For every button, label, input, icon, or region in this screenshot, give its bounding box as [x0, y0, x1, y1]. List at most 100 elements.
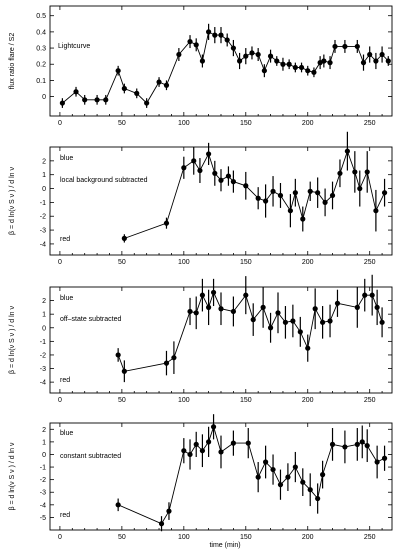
data-point — [206, 304, 212, 310]
data-point — [163, 220, 170, 226]
data-point — [163, 82, 170, 88]
data-point — [275, 310, 281, 316]
data-point — [171, 355, 177, 361]
data-point — [332, 43, 338, 50]
y-tick-label: 0.4 — [36, 29, 46, 36]
data-point — [230, 440, 236, 446]
data-point — [315, 495, 321, 502]
series-line — [124, 149, 386, 239]
data-point — [261, 68, 267, 74]
data-point — [307, 487, 313, 493]
data-point — [115, 68, 121, 74]
data-point — [270, 466, 276, 473]
y-axis-label: β = d ln(ν S ν ) / d ln ν — [9, 166, 16, 235]
data-point — [218, 449, 224, 455]
constant-subtracted-panel: 0 50 100 150 200 250 -5 -4 -3 -2 -1 0 1 2 β = d ln(ν S… — [9, 414, 393, 541]
y-tick-label: -4 — [40, 241, 46, 248]
data-point — [243, 183, 249, 189]
data-point — [249, 50, 255, 56]
data-point — [193, 441, 199, 447]
data-point — [282, 319, 289, 325]
data-point — [181, 448, 187, 454]
data-point — [298, 64, 305, 71]
y-tick-label: 1 — [42, 312, 46, 319]
data-point — [197, 167, 203, 174]
x-tick-label: 0 — [58, 397, 62, 404]
data-point — [230, 308, 236, 315]
data-point — [354, 304, 360, 310]
data-point — [342, 43, 348, 50]
y-axis-label: β = d ln(ν S ν ) / d ln ν — [9, 305, 16, 374]
data-point — [320, 472, 326, 478]
data-point — [327, 60, 333, 66]
x-axis-label: time (min) — [209, 542, 240, 549]
data-point — [255, 195, 261, 201]
data-point — [381, 190, 388, 196]
data-point — [267, 53, 274, 59]
y-tick-label: -1 — [40, 465, 46, 472]
y-tick-label: 2 — [42, 427, 46, 434]
data-point — [364, 443, 370, 449]
y-tick-label: -1 — [40, 200, 46, 207]
data-point — [360, 60, 367, 66]
data-point — [59, 100, 65, 106]
data-point — [277, 192, 284, 199]
x-tick-label: 50 — [118, 534, 126, 541]
data-point — [230, 179, 236, 185]
data-point — [163, 360, 170, 366]
data-point — [292, 190, 298, 196]
data-point — [374, 304, 380, 310]
data-point — [73, 89, 79, 95]
y-tick-label: -2 — [40, 477, 46, 484]
y-tick-label: 0 — [42, 186, 46, 193]
x-tick-label: 250 — [364, 259, 376, 266]
data-point — [243, 292, 249, 298]
data-point — [359, 439, 365, 445]
data-point — [199, 58, 206, 64]
data-point — [327, 318, 333, 324]
data-point — [367, 51, 373, 58]
x-tick-label: 200 — [302, 534, 314, 541]
data-point — [134, 90, 140, 96]
data-point — [166, 508, 172, 514]
data-point — [300, 216, 306, 222]
x-tick-label: 0 — [58, 534, 62, 541]
y-tick-label: 0.3 — [36, 46, 46, 53]
y-tick-label: -3 — [40, 366, 46, 373]
data-point — [305, 345, 311, 351]
y-tick-label: 0.2 — [36, 62, 46, 69]
data-point — [121, 85, 127, 92]
x-tick-label: 200 — [302, 120, 314, 127]
data-point — [290, 318, 296, 324]
off-state-panel: 0 50 100 150 200 250 -4 -3 -2 -1 0 1 2 β = d ln(ν S ν… — [9, 274, 393, 404]
data-point — [193, 42, 199, 48]
y-tick-label: -2 — [40, 214, 46, 221]
series-line — [62, 31, 389, 104]
y-tick-label: 2 — [42, 158, 46, 165]
data-point — [206, 151, 212, 157]
data-point — [115, 352, 121, 358]
data-point — [255, 474, 261, 480]
data-point — [267, 325, 274, 331]
data-point — [315, 190, 321, 196]
data-point — [156, 79, 162, 85]
x-tick-label: 150 — [240, 397, 252, 404]
data-point — [297, 329, 303, 335]
y-tick-label: -5 — [40, 515, 46, 522]
y-axis-label: β = d ln(ν S ν ) / d ln ν — [9, 442, 16, 511]
x-tick-label: 250 — [364, 120, 376, 127]
y-tick-label: 0.1 — [36, 78, 46, 85]
y-tick-label: 0 — [42, 452, 46, 459]
data-point — [337, 170, 343, 176]
x-tick-label: 50 — [118, 259, 126, 266]
axes-frame — [49, 146, 393, 256]
x-tick-label: 100 — [178, 259, 190, 266]
x-tick-label: 200 — [302, 259, 314, 266]
blue-annotation: blue — [60, 295, 73, 302]
x-tick-label: 250 — [364, 397, 376, 404]
y-tick-label: 0 — [42, 325, 46, 332]
data-point — [312, 306, 318, 312]
data-point — [329, 192, 336, 199]
data-point — [218, 306, 224, 312]
data-point — [362, 292, 368, 298]
